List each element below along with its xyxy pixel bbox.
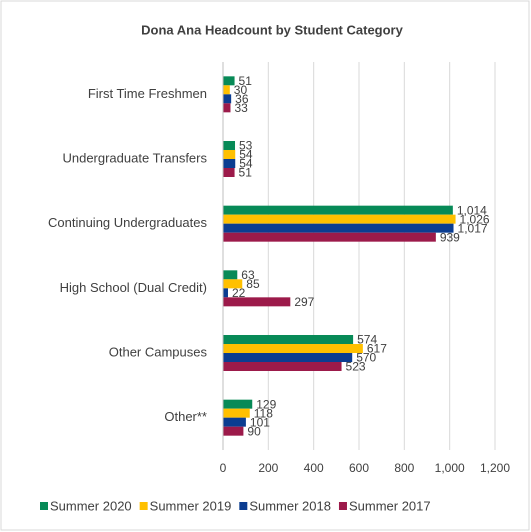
data-label: 36 (235, 92, 249, 106)
bar (223, 399, 253, 409)
data-label: 63 (241, 268, 255, 282)
legend-label: Summer 2018 (249, 498, 331, 513)
data-label: 617 (367, 342, 387, 356)
data-label: 118 (254, 406, 273, 420)
data-label: 1,017 (458, 221, 488, 235)
data-label: 1,014 (457, 203, 487, 217)
data-label: 54 (239, 148, 253, 162)
bar (223, 94, 232, 104)
x-tick-label: 200 (258, 461, 278, 475)
data-label: 90 (247, 424, 261, 438)
bar (223, 85, 230, 95)
data-label: 30 (234, 83, 248, 97)
x-tick-label: 400 (304, 461, 324, 475)
legend-label: Summer 2019 (150, 498, 232, 513)
category-label: Continuing Undergraduates (48, 215, 207, 230)
bar (223, 426, 244, 436)
data-label: 22 (232, 286, 246, 300)
bar (223, 353, 353, 362)
legend-swatch (40, 502, 48, 510)
data-label: 574 (357, 333, 377, 347)
x-tick-label: 800 (394, 461, 414, 475)
data-label: 297 (294, 295, 314, 309)
bar (223, 279, 243, 289)
bar (223, 103, 231, 113)
data-label: 33 (234, 101, 248, 115)
category-label: High School (Dual Credit) (60, 280, 207, 295)
data-label: 129 (256, 397, 276, 411)
data-label: 939 (440, 230, 460, 244)
bar (223, 288, 228, 298)
bar (223, 205, 453, 215)
bar (223, 417, 246, 427)
legend-swatch (239, 502, 248, 510)
bar (223, 362, 342, 371)
data-label: 51 (239, 166, 253, 180)
bar (223, 408, 250, 418)
legend-label: Summer 2020 (50, 498, 132, 513)
x-tick-label: 1,200 (480, 461, 510, 475)
data-label: 51 (239, 74, 253, 88)
x-tick-label: 0 (220, 461, 227, 475)
bar (223, 76, 235, 86)
category-label: Other Campuses (109, 344, 208, 359)
data-label: 54 (239, 157, 253, 171)
bar (223, 335, 354, 344)
category-label: First Time Freshmen (88, 86, 207, 101)
x-tick-label: 600 (349, 461, 369, 475)
bar (223, 214, 456, 224)
legend-label: Summer 2017 (349, 498, 431, 513)
bar (223, 232, 436, 242)
legend-swatch (139, 502, 148, 510)
chart-title: Dona Ana Headcount by Student Category (141, 22, 403, 37)
x-tick-label: 1,000 (435, 461, 465, 475)
bar (223, 141, 236, 150)
data-label: 523 (346, 360, 366, 374)
data-label: 85 (246, 277, 260, 291)
data-label: 53 (239, 139, 253, 153)
bar (223, 168, 235, 177)
category-label: Other** (164, 409, 207, 424)
bar (223, 159, 236, 168)
bar (223, 344, 363, 353)
bar (223, 297, 291, 307)
data-label: 101 (250, 415, 270, 429)
bar (223, 223, 454, 233)
data-label: 1,026 (460, 212, 490, 226)
legend-swatch (338, 502, 347, 510)
category-label: Undergraduate Transfers (62, 150, 207, 165)
data-label: 570 (356, 351, 376, 365)
bar (223, 270, 238, 280)
bar (223, 150, 236, 159)
